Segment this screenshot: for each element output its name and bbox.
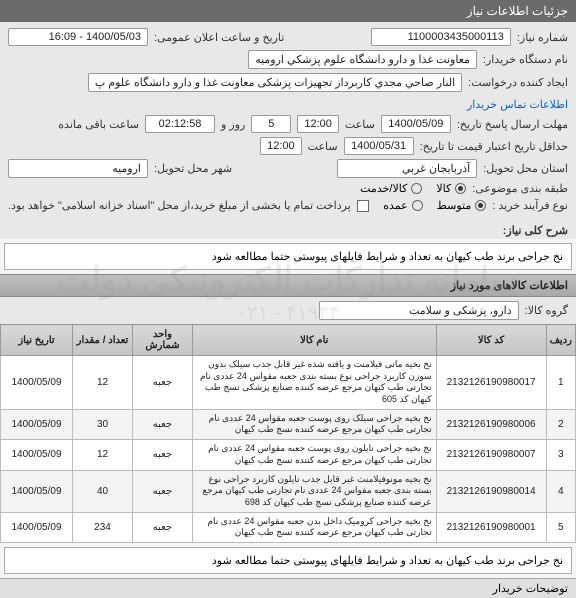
items-section-header: اطلاعات کالاهای مورد نیاز — [0, 274, 576, 297]
radio-dot-icon — [412, 200, 423, 211]
cell-date: 1400/05/09 — [1, 470, 73, 512]
cell-date: 1400/05/09 — [1, 512, 73, 542]
announce-label: تاریخ و ساعت اعلان عمومی: — [154, 31, 284, 44]
cell-qty: 12 — [73, 440, 133, 470]
cell-qty: 234 — [73, 512, 133, 542]
col-qty: تعداد / مقدار — [73, 325, 133, 356]
summary-label: شرح کلی نیاز: — [503, 224, 568, 237]
cell-date: 1400/05/09 — [1, 440, 73, 470]
validity-label: حداقل تاریخ اعتبار قیمت تا تاریخ: — [420, 140, 568, 153]
col-date: تاریخ نیاز — [1, 325, 73, 356]
city-label: شهر محل تحویل: — [154, 162, 232, 175]
payment-checkbox[interactable] — [357, 200, 369, 212]
classify-service-radio[interactable]: کالا/خدمت — [360, 182, 422, 195]
group-label: گروه کالا: — [525, 304, 568, 317]
remaining-time-label: ساعت باقی مانده — [58, 118, 139, 131]
cell-unit: جعبه — [133, 470, 193, 512]
col-unit: واحد شمارش — [133, 325, 193, 356]
cell-code: 2132126190980001 — [436, 512, 546, 542]
col-row: ردیف — [546, 325, 575, 356]
col-code: کد کالا — [436, 325, 546, 356]
buy-type-radio-group: متوسط عمده — [383, 199, 486, 212]
cell-name: نخ بخيه جراحی کروميک داخل بدن جعبه مقواس… — [193, 512, 437, 542]
group-field: دارو، پزشکی و سلامت — [319, 301, 519, 320]
cell-n: 3 — [546, 440, 575, 470]
cell-name: نخ بخيه جراحی نايلون روی پوست جعبه مقواس… — [193, 440, 437, 470]
cell-qty: 40 — [73, 470, 133, 512]
deadline-label: مهلت ارسال پاسخ تاریخ: — [457, 118, 568, 131]
cell-qty: 30 — [73, 409, 133, 439]
table-row[interactable]: 42132126190980014نخ بخيه مونوفيلامنت غير… — [1, 470, 576, 512]
cell-code: 2132126190980017 — [436, 356, 546, 410]
table-row[interactable]: 52132126190980001نخ بخيه جراحی کروميک دا… — [1, 512, 576, 542]
time-label-2: ساعت — [308, 140, 338, 153]
classify-label: طبقه بندی موضوعی: — [472, 182, 568, 195]
cell-name: نخ بخيه مونوفيلامنت غير قابل جذب نايلون … — [193, 470, 437, 512]
cell-date: 1400/05/09 — [1, 409, 73, 439]
city-field: اروميه — [8, 159, 148, 178]
cell-n: 2 — [546, 409, 575, 439]
cell-unit: جعبه — [133, 440, 193, 470]
buy-type-large-radio[interactable]: عمده — [383, 199, 422, 212]
panel-title: جزئیات اطلاعات نیاز — [467, 4, 568, 18]
buy-type-label: نوع فرآیند خرید : — [492, 199, 568, 212]
cell-unit: جعبه — [133, 512, 193, 542]
requester-field: النار صاحي مجدي كاربرداز تجهيزات پزشکی م… — [88, 73, 462, 92]
deadline-date-field: 1400/05/09 — [381, 115, 451, 133]
items-table: ردیف کد کالا نام کالا واحد شمارش تعداد /… — [0, 324, 576, 543]
buyer-org-field: معاونت غذا و دارو دانشگاه علوم پزشكي ارو… — [248, 50, 477, 69]
summary-text: نخ جراحی برند طب کیهان به تعداد و شرایط … — [4, 243, 572, 270]
province-field: آذربايجان غربي — [337, 159, 477, 178]
cell-n: 5 — [546, 512, 575, 542]
cell-unit: جعبه — [133, 356, 193, 410]
panel-header: جزئیات اطلاعات نیاز — [0, 0, 576, 22]
radio-dot-icon — [411, 183, 422, 194]
time-label-1: ساعت — [345, 118, 375, 131]
remaining-time-field: 02:12:58 — [145, 115, 215, 133]
province-label: استان محل تحویل: — [483, 162, 568, 175]
buy-type-medium-label: متوسط — [437, 199, 472, 212]
validity-date-field: 1400/05/31 — [344, 137, 414, 155]
day-label: روز و — [221, 118, 245, 131]
buy-type-medium-radio[interactable]: متوسط — [437, 199, 487, 212]
radio-dot-icon — [475, 200, 486, 211]
cell-name: نخ بخيه مانی فيلامنت و يافته شده غير قاب… — [193, 356, 437, 410]
cell-code: 2132126190980014 — [436, 470, 546, 512]
table-row[interactable]: 32132126190980007نخ بخيه جراحی نايلون رو… — [1, 440, 576, 470]
deadline-time-field: 12:00 — [297, 115, 339, 133]
cell-qty: 12 — [73, 356, 133, 410]
bottom-desc: نخ جراحی برند طب کیهان به تعداد و شرایط … — [4, 547, 572, 574]
cell-unit: جعبه — [133, 409, 193, 439]
cell-date: 1400/05/09 — [1, 356, 73, 410]
payment-note: پرداخت تمام یا بخشی از مبلغ خرید،از محل … — [8, 199, 351, 212]
cell-n: 1 — [546, 356, 575, 410]
classify-service-label: کالا/خدمت — [360, 182, 407, 195]
announce-field: 1400/05/03 - 16:09 — [8, 28, 148, 46]
need-no-field: 1100003435000113 — [371, 28, 511, 46]
cell-n: 4 — [546, 470, 575, 512]
buy-type-large-label: عمده — [383, 199, 407, 212]
table-row[interactable]: 22132126190980006نخ بخيه جراحی سيلک روی … — [1, 409, 576, 439]
cell-code: 2132126190980006 — [436, 409, 546, 439]
form-section: شماره نیاز: 1100003435000113 تاریخ و ساع… — [0, 22, 576, 218]
radio-dot-icon — [455, 183, 466, 194]
table-row[interactable]: 12132126190980017نخ بخيه مانی فيلامنت و … — [1, 356, 576, 410]
cell-name: نخ بخيه جراحی سيلک روی پوست جعبه مقواس 2… — [193, 409, 437, 439]
classify-goods-radio[interactable]: کالا — [436, 182, 466, 195]
cell-code: 2132126190980007 — [436, 440, 546, 470]
remaining-days-field: 5 — [251, 115, 291, 133]
contact-link[interactable]: اطلاعات تماس خریدار — [467, 98, 568, 111]
footer-title: توضیحات خریدار — [0, 578, 576, 598]
col-name: نام کالا — [193, 325, 437, 356]
requester-label: ایجاد کننده درخواست: — [468, 76, 568, 89]
buyer-org-label: نام دستگاه خریدار: — [483, 53, 568, 66]
validity-time-field: 12:00 — [260, 137, 302, 155]
classify-goods-label: کالا — [436, 182, 451, 195]
classify-radio-group: کالا کالا/خدمت — [360, 182, 466, 195]
need-no-label: شماره نیاز: — [517, 31, 568, 44]
